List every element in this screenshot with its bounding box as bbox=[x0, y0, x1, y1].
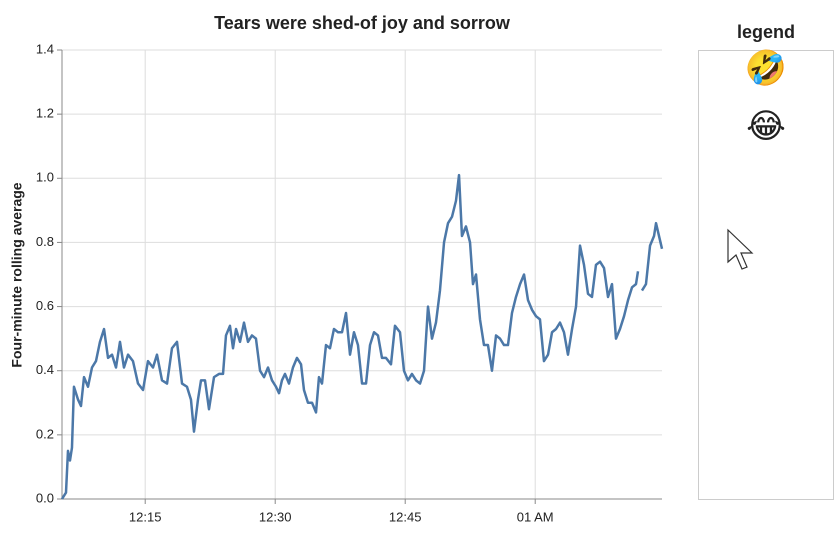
legend-title: legend bbox=[737, 22, 795, 42]
y-tick-label: 0.4 bbox=[36, 362, 54, 377]
x-tick-label: 01 AM bbox=[517, 509, 554, 524]
legend-box bbox=[698, 50, 834, 500]
legend-item: 😂 bbox=[746, 107, 786, 147]
y-tick-label: 1.2 bbox=[36, 106, 54, 121]
y-tick-label: 0.0 bbox=[36, 490, 54, 505]
chart-title: Tears were shed-of joy and sorrow bbox=[214, 13, 511, 33]
y-tick-label: 0.8 bbox=[36, 234, 54, 249]
data-line bbox=[60, 173, 664, 500]
x-tick-label: 12:15 bbox=[129, 509, 162, 524]
y-axis-title: Four-minute rolling average bbox=[9, 182, 25, 367]
y-tick-label: 1.4 bbox=[36, 41, 54, 56]
x-tick-label: 12:30 bbox=[259, 509, 292, 524]
y-tick-label: 0.2 bbox=[36, 426, 54, 441]
y-tick-label: 1.0 bbox=[36, 170, 54, 185]
x-tick-label: 12:45 bbox=[389, 509, 422, 524]
legend-item: 🤣 bbox=[743, 49, 787, 90]
mouse-cursor bbox=[727, 228, 754, 270]
y-tick-label: 0.6 bbox=[36, 298, 54, 313]
